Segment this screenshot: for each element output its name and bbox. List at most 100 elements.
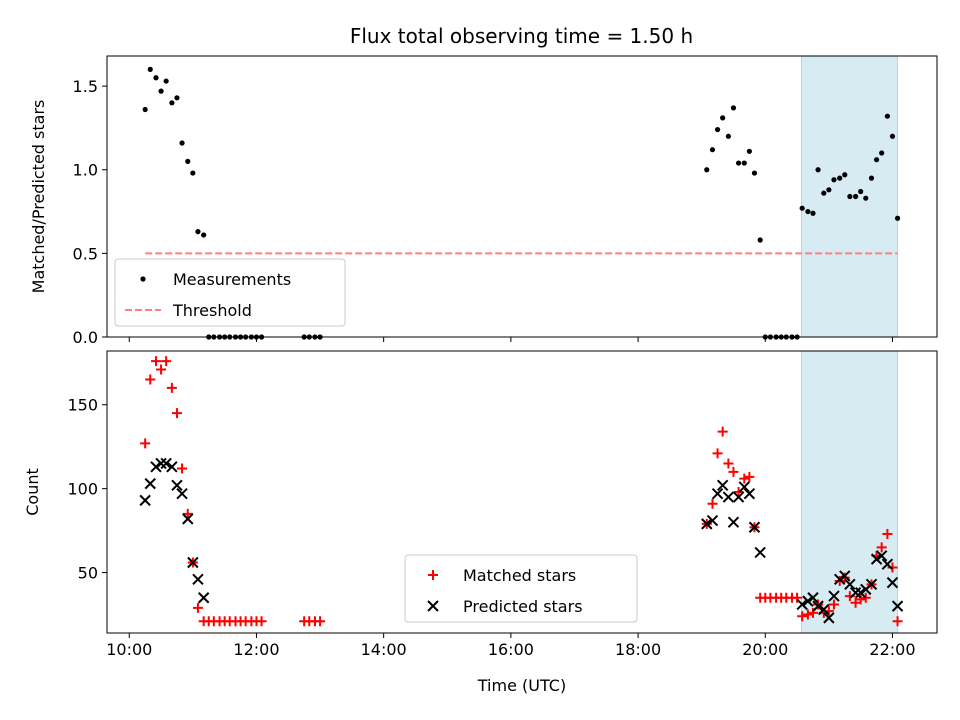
data-point [743,487,756,500]
legend-entry: Predicted stars [427,597,583,616]
data-point [717,426,728,437]
data-point [858,188,864,195]
data-point [156,364,167,375]
data-point [826,187,832,193]
legend-label: Matched stars [463,566,576,585]
data-point [799,205,805,211]
data-point [744,471,755,482]
data-point [145,374,156,385]
data-point [714,126,721,133]
data-point [796,598,808,611]
data-point [192,602,203,613]
data-point [870,553,883,565]
y-axis-label-ratio: Matched/Predicted stars [29,100,48,294]
data-point [807,592,819,604]
data-point [833,573,846,585]
legend-marker [140,276,146,282]
data-point [707,498,718,509]
data-point [704,167,710,173]
data-point [741,160,747,166]
data-point [884,113,890,119]
data-point [847,193,853,200]
data-point [891,600,904,612]
top-subplot: 0.0 0.5 1.0 1.5 Matched/Predicted stars Mea… [29,55,938,347]
data-point [805,208,811,215]
data-point [140,438,151,449]
data-point [873,157,880,163]
data-point [844,578,856,591]
legend-label: Predicted stars [463,597,583,616]
data-point [887,562,898,573]
data-point [733,487,744,497]
data-point [865,578,878,591]
data-point [834,575,845,586]
data-point [195,229,201,235]
data-point [174,95,180,101]
data-point [735,160,742,166]
data-point [144,477,156,490]
y-axis-label-count: Count [23,468,42,516]
series-matched-stars [140,356,903,627]
data-point [182,513,194,525]
data-point [711,487,724,500]
highlight-span [801,350,899,634]
data-point [150,461,162,473]
data-point [815,167,821,173]
top-legend: Measurements Threshold [114,258,346,327]
y-tick-label: 1.5 [73,77,98,96]
data-point [176,487,188,500]
data-point [716,479,729,491]
x-axis-label: Time (UTC) [477,676,566,695]
data-point [738,481,750,493]
bottom-subplot: 10:00 12:00 14:00 16:00 18:00 20:00 22:00 50 100… [23,350,938,695]
data-point [730,105,737,111]
data-point [812,600,824,612]
data-point [802,609,813,620]
data-point [725,133,731,139]
data-point [187,556,199,569]
legend-frame [404,554,638,623]
y-tick-label: 150 [67,396,98,415]
data-point [150,356,161,367]
legend-marker [427,600,439,612]
legend-frame [114,258,346,327]
data-point [831,177,837,183]
data-point [810,210,816,216]
data-point [147,66,153,72]
data-point [171,408,182,419]
legend-label: Threshold [172,301,252,320]
legend-entry: Threshold [125,301,252,320]
data-point [161,356,172,367]
y-tick-label: 0.5 [73,244,98,263]
data-point [754,546,766,559]
y-tick-label: 100 [67,480,98,499]
data-point [828,590,840,602]
data-point [876,542,887,553]
data-point [709,147,716,153]
data-point [886,576,899,589]
data-point [139,494,151,507]
legend-label: Measurements [173,270,291,289]
data-point [720,115,726,121]
data-point [839,570,851,582]
data-point [850,597,861,608]
data-point [748,521,761,533]
data-point [142,106,148,113]
data-point [192,573,204,585]
star-count-series [139,356,904,627]
x-tick-label: 14:00 [361,640,407,659]
legend-entry: Measurements [140,270,291,289]
x-tick-label: 20:00 [742,640,788,659]
data-point [179,140,185,146]
x-tick-label: 12:00 [233,640,279,659]
data-point [818,603,830,616]
data-point [823,612,835,624]
series-predicted-stars [139,457,904,624]
data-point [155,457,167,470]
data-point [701,518,713,530]
data-point [739,473,750,484]
data-point [169,100,175,106]
data-point [868,175,875,181]
data-point [185,158,191,164]
